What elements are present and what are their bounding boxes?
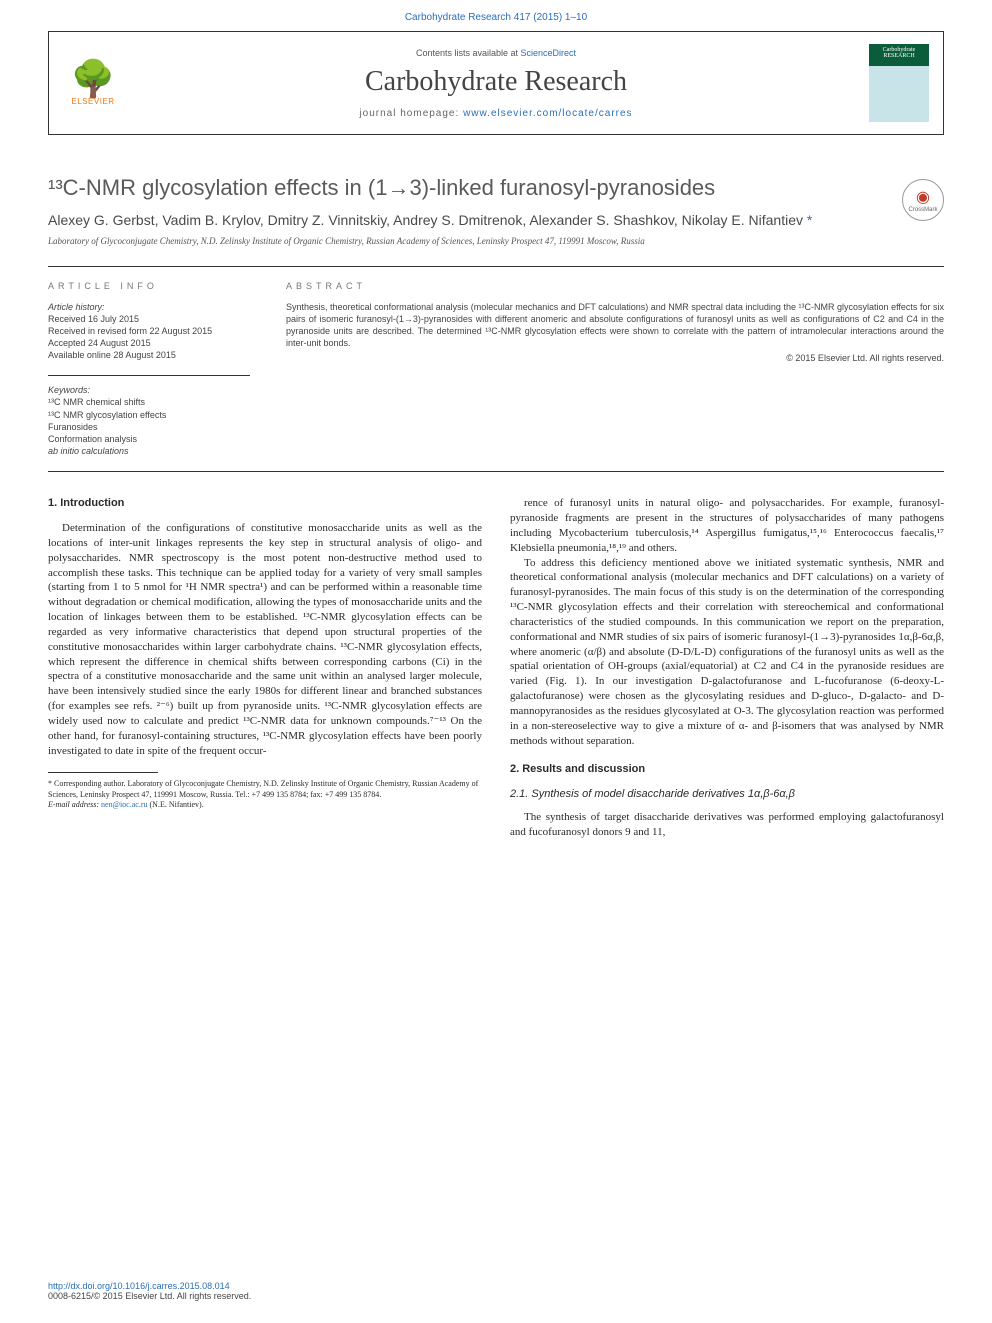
crossmark-label: CrossMark <box>908 207 937 213</box>
abstract-copyright: © 2015 Elsevier Ltd. All rights reserved… <box>286 353 944 363</box>
journal-homepage: journal homepage: www.elsevier.com/locat… <box>123 108 869 119</box>
keywords-label: Keywords: <box>48 385 90 395</box>
body-columns: 1. Introduction Determination of the con… <box>48 496 944 840</box>
homepage-label: journal homepage: <box>359 108 463 119</box>
divider-top <box>48 266 944 267</box>
meta-row: article info Article history: Received 1… <box>48 281 944 458</box>
cover-title: Carbohydrate RESEARCH <box>872 47 926 59</box>
authors-names: Alexey G. Gerbst, Vadim B. Krylov, Dmitr… <box>48 212 807 228</box>
article-title: ¹³C-NMR glycosylation effects in (1→3)-l… <box>48 175 944 201</box>
authors-list: Alexey G. Gerbst, Vadim B. Krylov, Dmitr… <box>48 211 944 230</box>
citation-link[interactable]: Carbohydrate Research 417 (2015) 1–10 <box>0 0 992 31</box>
history-accepted: Accepted 24 August 2015 <box>48 338 151 348</box>
article-info-column: article info Article history: Received 1… <box>48 281 250 458</box>
sciencedirect-link[interactable]: ScienceDirect <box>521 48 577 58</box>
journal-cover-thumbnail: Carbohydrate RESEARCH <box>869 44 929 122</box>
footnote-email-label: E-mail address: <box>48 800 101 809</box>
abstract-column: abstract Synthesis, theoretical conforma… <box>286 281 944 458</box>
intro-heading: 1. Introduction <box>48 496 482 511</box>
col2-paragraph-1: rence of furanosyl units in natural olig… <box>510 496 944 555</box>
col2-paragraph-2: To address this deficiency mentioned abo… <box>510 556 944 749</box>
title-block: ◉ CrossMark ¹³C-NMR glycosylation effect… <box>48 175 944 248</box>
journal-name: Carbohydrate Research <box>123 66 869 98</box>
results-heading: 2. Results and discussion <box>510 762 944 777</box>
contents-text: Contents lists available at <box>416 48 521 58</box>
elsevier-logo: 🌳 ELSEVIER <box>63 49 123 117</box>
affiliation: Laboratory of Glycoconjugate Chemistry, … <box>48 236 944 248</box>
issn-line: 0008-6215/© 2015 Elsevier Ltd. All right… <box>48 1291 251 1301</box>
synthesis-paragraph-1: The synthesis of target disaccharide der… <box>510 810 944 840</box>
divider-bottom <box>48 471 944 472</box>
divider-keywords <box>48 375 250 376</box>
history-revised: Received in revised form 22 August 2015 <box>48 326 212 336</box>
footnote-corr: * Corresponding author. Laboratory of Gl… <box>48 779 478 798</box>
footnote-email-name: (N.E. Nifantiev). <box>148 800 204 809</box>
crossmark-icon: ◉ <box>916 187 930 207</box>
intro-paragraph-1: Determination of the configurations of c… <box>48 521 482 759</box>
doi-link[interactable]: http://dx.doi.org/10.1016/j.carres.2015.… <box>48 1281 230 1291</box>
homepage-url[interactable]: www.elsevier.com/locate/carres <box>463 108 633 119</box>
elsevier-tree-icon: 🌳 <box>71 61 116 97</box>
abstract-text: Synthesis, theoretical conformational an… <box>286 301 944 350</box>
history-online: Available online 28 August 2015 <box>48 350 176 360</box>
journal-header-box: 🌳 ELSEVIER Contents lists available at S… <box>48 31 944 135</box>
history-block: Article history: Received 16 July 2015 R… <box>48 301 250 362</box>
history-received: Received 16 July 2015 <box>48 314 139 324</box>
keyword-0: ¹³C NMR chemical shifts <box>48 397 145 407</box>
keyword-2: Furanosides <box>48 422 98 432</box>
article-info-label: article info <box>48 281 250 291</box>
footnote-separator <box>48 772 158 773</box>
keywords-block: Keywords: ¹³C NMR chemical shifts ¹³C NM… <box>48 384 250 457</box>
keyword-3: Conformation analysis <box>48 434 137 444</box>
footnote-email[interactable]: nen@ioc.ac.ru <box>101 800 147 809</box>
page-footer: http://dx.doi.org/10.1016/j.carres.2015.… <box>48 1281 251 1301</box>
header-center: Contents lists available at ScienceDirec… <box>123 48 869 119</box>
keyword-1: ¹³C NMR glycosylation effects <box>48 410 166 420</box>
elsevier-label: ELSEVIER <box>71 97 114 106</box>
synthesis-heading: 2.1. Synthesis of model disaccharide der… <box>510 787 944 802</box>
history-label: Article history: <box>48 302 105 312</box>
crossmark-badge[interactable]: ◉ CrossMark <box>902 179 944 221</box>
abstract-label: abstract <box>286 281 944 291</box>
contents-line: Contents lists available at ScienceDirec… <box>123 48 869 58</box>
corresponding-mark[interactable]: * <box>807 212 812 228</box>
footnote-block: * Corresponding author. Laboratory of Gl… <box>48 779 482 810</box>
keyword-4: ab initio calculations <box>48 446 129 456</box>
